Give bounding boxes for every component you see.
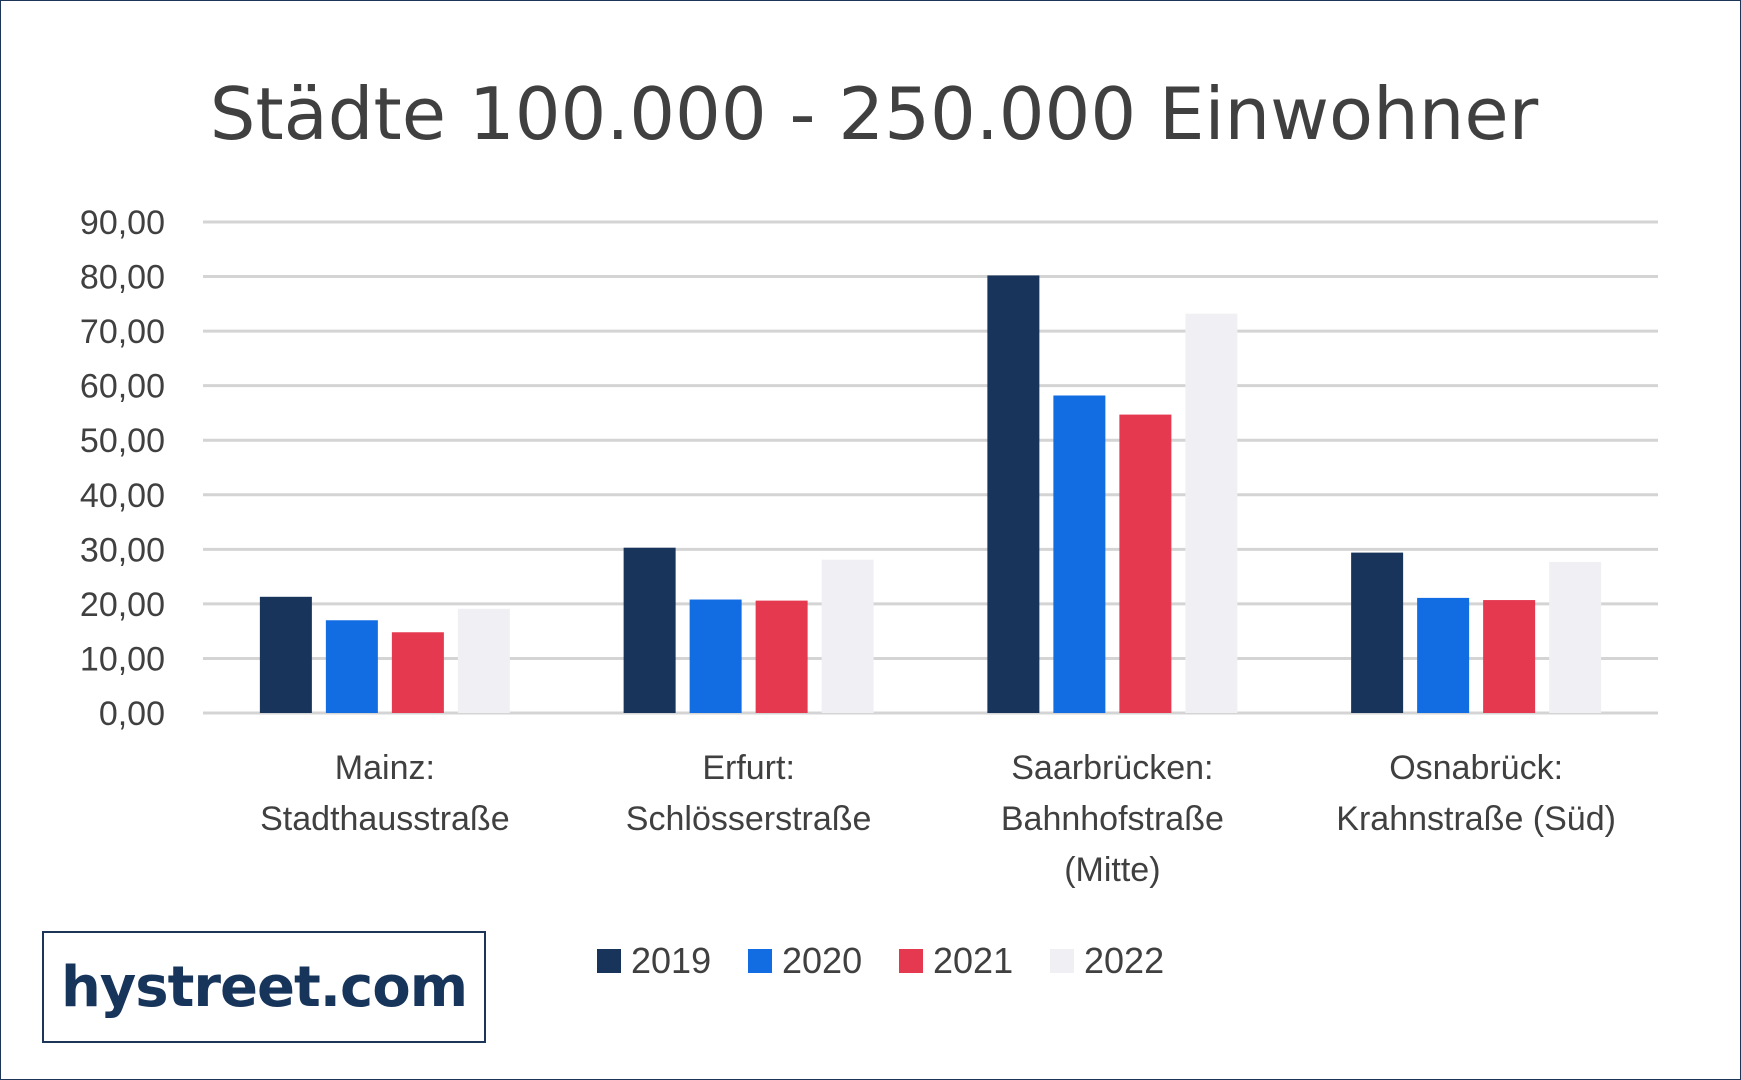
bar-2022-3 — [1549, 561, 1602, 713]
bar-2019-2 — [987, 275, 1040, 713]
x-category-label-line: Saarbrücken: — [1011, 749, 1213, 787]
x-category-label: Erfurt: Schlösserstraße — [626, 749, 872, 838]
y-tick-label: 50,00 — [80, 422, 165, 460]
x-category-label: Mainz: Stadthausstraße — [260, 749, 509, 838]
legend: 2019 2020 2021 2022 — [597, 940, 1164, 981]
bar-2019-3 — [1351, 552, 1404, 713]
legend-swatch-2020 — [748, 949, 772, 973]
hystreet-logo: hystreet.com — [42, 931, 486, 1043]
x-category-label-line: Bahnhofstraße — [1001, 800, 1224, 838]
x-category-label-line: Schlösserstraße — [626, 800, 872, 838]
y-tick-label: 30,00 — [80, 531, 165, 569]
y-tick-label: 60,00 — [80, 368, 165, 406]
legend-swatch-2019 — [597, 949, 621, 973]
x-category-label-line: Krahnstraße (Süd) — [1336, 800, 1616, 838]
bar-2021-0 — [391, 632, 444, 713]
gridlines — [203, 220, 1658, 715]
bar-2021-1 — [755, 600, 808, 713]
y-tick-label: 0,00 — [99, 695, 165, 733]
bar-2019-0 — [259, 596, 312, 713]
bar-2020-3 — [1417, 597, 1470, 713]
y-tick-label: 70,00 — [80, 313, 165, 351]
x-category-label-line: (Mitte) — [1064, 851, 1160, 889]
x-category-label: Saarbrücken: Bahnhofstraße (Mitte) — [1001, 749, 1224, 889]
bar-2020-0 — [325, 620, 378, 713]
y-tick-label: 40,00 — [80, 477, 165, 515]
x-category-label-line: Erfurt: — [702, 749, 795, 787]
y-tick-label: 10,00 — [80, 640, 165, 678]
bar-2022-0 — [457, 608, 510, 713]
logo-text: hystreet.com — [60, 954, 468, 1020]
bar-2021-3 — [1483, 600, 1536, 713]
legend-swatch-2021 — [899, 949, 923, 973]
legend-label: 2021 — [933, 940, 1013, 981]
bar-2020-1 — [689, 599, 742, 713]
x-category-label-line: Osnabrück: — [1389, 749, 1563, 787]
legend-label: 2019 — [631, 940, 711, 981]
legend-label: 2022 — [1084, 940, 1164, 981]
x-category-label: Osnabrück: Krahnstraße (Süd) — [1336, 749, 1616, 838]
legend-swatch-2022 — [1050, 949, 1074, 973]
bar-2020-2 — [1053, 395, 1106, 713]
x-category-label-line: Mainz: — [335, 749, 435, 787]
x-axis-category-labels: Mainz: Stadthausstraße Erfurt: Schlösserstr… — [260, 749, 1616, 889]
bar-2022-1 — [821, 559, 874, 713]
bar-2021-2 — [1119, 414, 1172, 713]
y-tick-label: 90,00 — [80, 204, 165, 242]
chart-title: Städte 100.000 - 250.000 Einwohner — [210, 72, 1539, 156]
y-tick-label: 20,00 — [80, 586, 165, 624]
legend-label: 2020 — [782, 940, 862, 981]
x-category-label-line: Stadthausstraße — [260, 800, 509, 838]
bar-2019-1 — [623, 547, 676, 713]
bars — [259, 275, 1602, 713]
y-tick-label: 80,00 — [80, 259, 165, 297]
y-axis-tick-labels: 0,00 10,00 20,00 30,00 40,00 50,00 60,00 70,00 8… — [80, 204, 165, 733]
bar-2022-2 — [1185, 313, 1238, 713]
